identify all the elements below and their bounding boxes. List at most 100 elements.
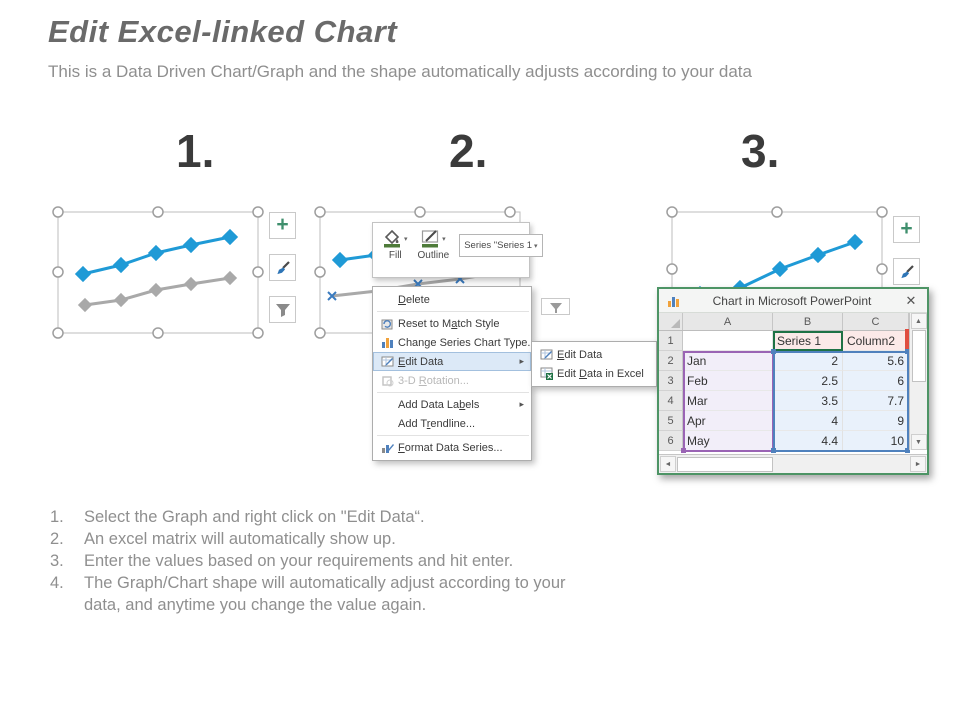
outline-label: Outline <box>417 250 450 261</box>
funnel-icon <box>275 303 290 317</box>
edit-data-excel-icon <box>540 367 553 380</box>
chart-window-icon <box>668 296 679 307</box>
row-header[interactable]: 5 <box>659 411 683 431</box>
chart-styles-button[interactable] <box>269 254 296 281</box>
step1-gray-series <box>77 270 238 313</box>
chart-elements-button[interactable]: + <box>893 216 920 243</box>
step1-selection-handles <box>52 206 264 339</box>
vertical-scrollbar[interactable]: ▲ ▼ <box>909 313 927 450</box>
outline-pen-icon <box>421 230 439 248</box>
horizontal-scroll-thumb[interactable] <box>677 456 773 472</box>
column-header-row: A B C <box>659 313 927 331</box>
cell-b3[interactable]: 2.5 <box>773 371 843 391</box>
menu-item-edit-data[interactable]: Edit Data ▸ <box>373 352 531 371</box>
plus-icon: + <box>276 213 289 236</box>
cell-b2[interactable]: 2 <box>773 351 843 371</box>
row-header[interactable]: 3 <box>659 371 683 391</box>
excel-title-bar[interactable]: Chart in Microsoft PowerPoint ✕ <box>659 289 927 313</box>
edit-data-submenu: Edit Data Edit Data in Excel <box>531 341 657 387</box>
dropdown-caret-icon: ▾ <box>404 235 408 243</box>
outline-tool[interactable]: ▾ Outline <box>417 229 450 261</box>
series-selector-dropdown[interactable]: Series "Series 1 ▾ <box>459 234 543 257</box>
page-title: Edit Excel-linked Chart <box>48 14 398 49</box>
menu-item-delete[interactable]: Delete <box>398 293 430 306</box>
mini-toolbar: ▾ Fill ▾ Outline Series "Series 1 ▾ <box>372 222 543 278</box>
chart-elements-button[interactable]: + <box>269 212 296 239</box>
horizontal-scrollbar[interactable]: ◄ ► <box>659 454 927 473</box>
instruction-item-4: 4. The Graph/Chart shape will automatica… <box>50 574 566 614</box>
column-header-b[interactable]: B <box>773 313 843 330</box>
cell-a2[interactable]: Jan <box>683 351 773 371</box>
row-header[interactable]: 1 <box>659 331 683 351</box>
fill-label: Fill <box>388 250 402 261</box>
step1-chart-selection[interactable] <box>52 206 264 339</box>
cell-c6[interactable]: 10 <box>843 431 909 451</box>
context-menu: Delete Reset to Match Style Change Serie… <box>372 286 537 461</box>
plus-icon: + <box>900 217 913 240</box>
excel-window-title: Chart in Microsoft PowerPoint <box>712 293 872 308</box>
sheet-row-1: 1 Series 1 Column2 <box>659 331 927 351</box>
range-handle[interactable] <box>681 448 686 453</box>
chart-styles-button[interactable] <box>893 258 920 285</box>
page-subtitle: This is a Data Driven Chart/Graph and th… <box>48 62 752 81</box>
submenu-arrow-icon: ▸ <box>519 356 524 366</box>
cell-c2[interactable]: 5.6 <box>843 351 909 371</box>
sheet-row-2: 2 Jan 2 5.6 <box>659 351 927 371</box>
cell-a3[interactable]: Feb <box>683 371 773 391</box>
scroll-down-icon[interactable]: ▼ <box>910 434 927 450</box>
cell-b6[interactable]: 4.4 <box>773 431 843 451</box>
step1-blue-series <box>74 228 239 283</box>
menu-separator <box>377 311 529 312</box>
column-header-c[interactable]: C <box>843 313 909 330</box>
row-header[interactable]: 4 <box>659 391 683 411</box>
cell-a6[interactable]: May <box>683 431 773 451</box>
submenu-item-edit-data[interactable]: Edit Data <box>532 345 656 364</box>
fill-bucket-icon <box>384 229 400 248</box>
submenu-item-edit-data-in-excel[interactable]: Edit Data in Excel <box>532 364 656 383</box>
cell-c5[interactable]: 9 <box>843 411 909 431</box>
instruction-list: 1. Select the Graph and right click on "… <box>50 506 610 616</box>
column-header-a[interactable]: A <box>683 313 773 330</box>
menu-separator <box>377 435 529 436</box>
sheet-row-5: 5 Apr 4 9 <box>659 411 927 431</box>
range-handle[interactable] <box>905 448 910 453</box>
rotation-icon <box>382 376 394 387</box>
funnel-icon <box>549 303 562 313</box>
cell-b1[interactable]: Series 1 <box>773 331 843 351</box>
cell-a4[interactable]: Mar <box>683 391 773 411</box>
menu-item-3d-rotation: 3-D Rotation... <box>373 371 531 390</box>
cell-a1[interactable] <box>683 331 773 351</box>
dropdown-caret-icon: ▾ <box>534 242 538 250</box>
edit-data-icon <box>381 356 394 367</box>
scroll-right-icon[interactable]: ► <box>910 456 926 472</box>
cell-c1[interactable]: Column2 <box>843 331 909 351</box>
partial-filter-button[interactable] <box>541 298 570 315</box>
vertical-scroll-thumb[interactable] <box>911 330 926 382</box>
cell-a5[interactable]: Apr <box>683 411 773 431</box>
menu-item-format-data-series[interactable]: Format Data Series... <box>373 438 531 457</box>
row-header[interactable]: 6 <box>659 431 683 451</box>
row-header[interactable]: 2 <box>659 351 683 371</box>
close-icon[interactable]: ✕ <box>905 292 917 308</box>
select-all-corner[interactable] <box>659 313 683 330</box>
fill-tool[interactable]: ▾ Fill <box>383 229 408 261</box>
cell-c3[interactable]: 6 <box>843 371 909 391</box>
chart-type-icon <box>382 338 393 348</box>
cell-b4[interactable]: 3.5 <box>773 391 843 411</box>
chart-filters-button[interactable] <box>269 296 296 323</box>
range-handle[interactable] <box>905 349 910 354</box>
menu-item-reset-to-match-style[interactable]: Reset to Match Style <box>373 314 531 333</box>
range-handle[interactable] <box>771 349 776 354</box>
cell-c4[interactable]: 7.7 <box>843 391 909 411</box>
menu-item-change-series-chart-type[interactable]: Change Series Chart Type... <box>373 333 537 352</box>
range-handle[interactable] <box>771 448 776 453</box>
scroll-up-icon[interactable]: ▲ <box>910 313 927 329</box>
step2-selection-handles <box>314 206 516 339</box>
scroll-left-icon[interactable]: ◄ <box>660 456 676 472</box>
range-handle[interactable] <box>905 329 910 334</box>
cell-b5[interactable]: 4 <box>773 411 843 431</box>
menu-item-add-trendline[interactable]: Add Trendline... <box>398 417 476 430</box>
step-number-3: 3. <box>741 125 780 177</box>
menu-item-add-data-labels[interactable]: Add Data Labels ▸ <box>398 398 524 411</box>
